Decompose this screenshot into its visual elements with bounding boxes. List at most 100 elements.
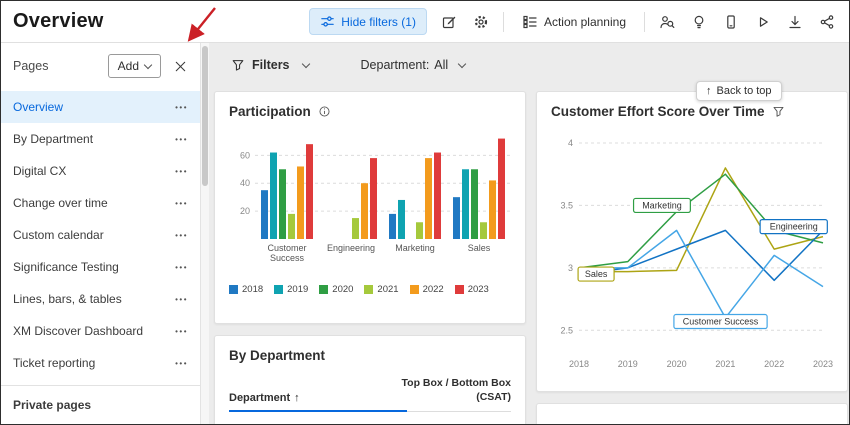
sort-asc-icon: ↑ [294,392,300,405]
bar-2020-Customer Success[interactable] [279,169,286,239]
column-header-topbox-bottombox[interactable]: Top Box / Bottom Box (CSAT) [401,377,511,403]
legend-label: 2020 [332,284,354,295]
sidebar-item-label: Significance Testing [13,260,119,274]
legend-swatch [364,285,374,294]
legend-item-2020[interactable]: 2020 [319,284,353,295]
value-cell: 32% [487,423,511,424]
table-row[interactable]: Customer Success 32% [229,412,511,424]
legend-swatch [229,285,238,294]
ellipsis-menu-icon[interactable]: ••• [175,198,188,208]
sidebar-item-by-department[interactable]: By Department ••• [1,123,200,155]
legend-item-2018[interactable]: 2018 [229,284,263,295]
sidebar-item-digital-cx[interactable]: Digital CX ••• [1,155,200,187]
legend-label: 2019 [287,284,309,295]
edit-dashboard-button[interactable] [439,12,459,32]
bar-2021-Sales[interactable] [480,222,487,239]
line-series-Sales[interactable] [579,167,824,273]
dashboard-content: Filters Department: All Participation 20… [209,43,849,424]
bar-2018-Marketing[interactable] [389,213,396,239]
add-page-label: Add [117,59,139,73]
bar-2022-Marketing[interactable] [425,158,432,239]
sidebar-item-label: Lines, bars, & tables [13,292,122,306]
sidebar-scrollbar[interactable] [201,43,209,424]
bar-2018-Customer Success[interactable] [261,190,268,239]
scrollbar-thumb[interactable] [202,46,208,186]
sidebar-item-lines-bars-tables[interactable]: Lines, bars, & tables ••• [1,283,200,315]
bar-2023-Customer Success[interactable] [306,144,313,239]
line-series-Engineering[interactable] [578,229,824,282]
line-series-Customer Success[interactable] [579,229,824,319]
bar-2021-Customer Success[interactable] [288,213,295,239]
bar-2023-Engineering[interactable] [370,158,377,239]
column-header-department[interactable]: Department ↑ [229,392,300,405]
add-page-button[interactable]: Add [107,54,161,78]
department-filter-value: All [434,58,449,72]
hide-filters-button[interactable]: Hide filters (1) [309,8,427,35]
bar-2022-Customer Success[interactable] [297,166,304,239]
widget-filter-funnel-icon[interactable] [772,105,785,118]
legend-item-2023[interactable]: 2023 [454,284,489,295]
info-icon[interactable] [318,105,331,118]
bar-2019-Sales[interactable] [462,169,469,239]
ellipsis-menu-icon[interactable]: ••• [175,294,188,304]
series-label-Customer Success: Customer Success [673,313,768,330]
action-planning-button[interactable]: Action planning [516,13,632,31]
svg-text:Sales: Sales [585,269,608,279]
bar-2021-Engineering[interactable] [352,218,359,239]
pages-label: Pages [13,59,49,73]
bar-2022-Sales[interactable] [489,180,496,239]
ellipsis-menu-icon[interactable]: ••• [175,230,188,240]
sidebar-item-ticket-reporting[interactable]: Ticket reporting ••• [1,347,200,379]
bar-2021-Marketing[interactable] [416,222,423,239]
bar-2019-Customer Success[interactable] [270,152,277,239]
sidebar-header: Pages Add [1,43,200,89]
hide-filters-label: Hide filters (1) [341,14,416,29]
ellipsis-menu-icon[interactable]: ••• [175,262,188,272]
series-label-Sales: Sales [577,266,615,282]
svg-text:Customer Success: Customer Success [683,317,759,327]
sidebar-item-xm-discover-dashboard[interactable]: XM Discover Dashboard ••• [1,315,200,347]
sidebar-item-change-over-time[interactable]: Change over time ••• [1,187,200,219]
bar-2022-Engineering[interactable] [361,183,368,239]
mobile-preview-button[interactable] [721,12,741,32]
export-button[interactable] [785,12,805,32]
bar-2023-Marketing[interactable] [434,152,441,239]
page-title: Overview [13,10,104,32]
svg-text:20: 20 [240,206,250,216]
share-icon [820,14,834,29]
filters-button[interactable]: Filters [225,57,315,73]
sidebar-item-overview[interactable]: Overview ••• [1,91,200,123]
sorted-column-indicator [229,410,407,413]
chevron-down-icon [301,59,310,68]
department-filter[interactable]: Department: All [355,57,472,73]
back-to-top-button[interactable]: ↑ Back to top [696,81,782,101]
bar-2019-Marketing[interactable] [398,199,405,239]
ideas-button[interactable] [689,12,709,32]
table-header: Department ↑ Top Box / Bottom Box (CSAT) [229,367,511,413]
pages-list: Overview ••• By Department ••• Digital C… [1,91,200,379]
bar-2023-Sales[interactable] [498,138,505,239]
participation-bar-chart: 20 40 60 Customer Success Engineering Marketin… [240,138,511,263]
share-button[interactable] [817,12,837,32]
series-label-Marketing: Marketing [632,197,691,214]
legend-item-2019[interactable]: 2019 [274,284,308,295]
present-button[interactable] [753,12,773,32]
ellipsis-menu-icon[interactable]: ••• [175,358,188,368]
ellipsis-menu-icon[interactable]: ••• [175,134,188,144]
ellipsis-menu-icon[interactable]: ••• [175,166,188,176]
settings-button[interactable] [471,12,491,32]
sidebar-item-custom-calendar[interactable]: Custom calendar ••• [1,219,200,251]
unpin-panel-button[interactable] [171,57,190,76]
bar-2020-Sales[interactable] [471,169,478,239]
legend-item-2021[interactable]: 2021 [364,284,399,295]
svg-text:2020: 2020 [667,359,687,369]
funnel-icon [232,60,244,71]
bar-2018-Sales[interactable] [453,197,460,239]
ellipsis-menu-icon[interactable]: ••• [175,326,188,336]
sidebar-item-significance-testing[interactable]: Significance Testing ••• [1,251,200,283]
gear-icon [474,15,488,28]
ellipsis-menu-icon[interactable]: ••• [175,102,188,112]
legend-item-2022[interactable]: 2022 [409,284,444,295]
user-search-button[interactable] [657,12,677,32]
